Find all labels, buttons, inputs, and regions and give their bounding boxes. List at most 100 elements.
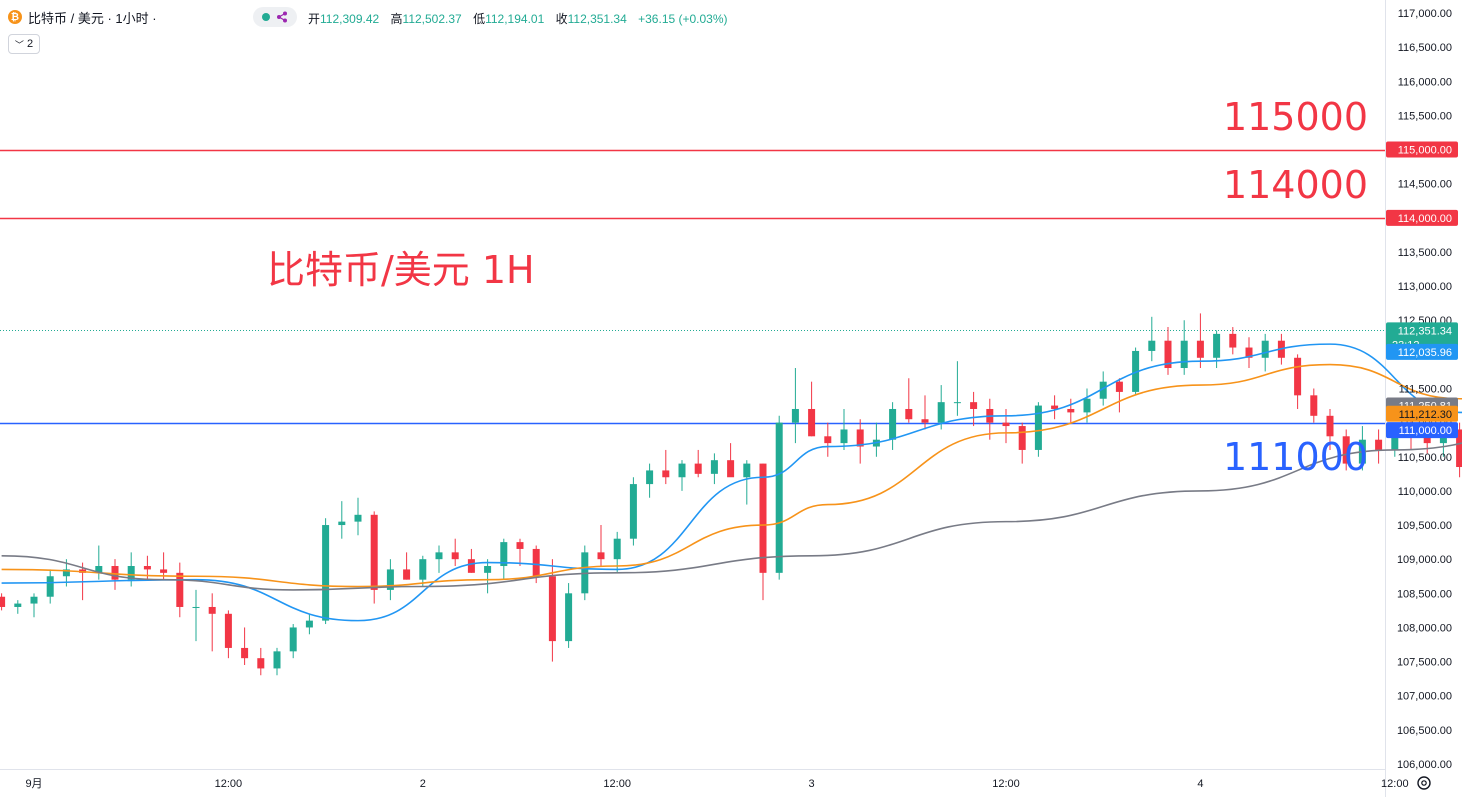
tag-ma-blue: 112,035.96 [1398,347,1452,359]
candle-body [1423,436,1431,444]
price-tick-label: 106,500.00 [1397,725,1452,737]
time-tick-label: 9月 [25,778,42,790]
tag-114000: 114,000.00 [1398,213,1452,225]
time-tick-label: 4 [1197,778,1203,790]
candle-body [1018,426,1026,450]
candle-body [678,463,686,478]
tag-115000-bg [1386,141,1458,158]
share-icon [277,11,287,23]
price-tick-label: 106,000.00 [1397,759,1452,771]
price-tick-label: 111,500.00 [1399,384,1452,396]
time-tick-label: 3 [809,778,815,790]
ma-line [1,363,1462,588]
candle-body [1456,429,1462,468]
status-pill[interactable] [253,7,297,27]
tag-last-price: 112,351.34 [1398,325,1452,337]
candle-body [273,651,281,669]
candle-body [1245,347,1253,358]
candle-body [1326,415,1334,437]
price-tick-label: 110,000.00 [1398,486,1452,498]
price-tick-label: 108,500.00 [1397,588,1452,600]
candle-body [565,593,573,642]
price-axis[interactable]: 117,000.00 116,500.00 116,000.00 115,500.00… [1397,8,1452,771]
candle-body [435,552,443,560]
low-label: 低 [473,12,486,26]
time-tick-label: 12:00 [1381,778,1409,790]
candle-body [354,514,362,522]
candle-body [467,559,475,573]
level-label-111000[interactable]: 111000 [1223,435,1368,479]
chevron-down-icon: ﹀ [14,39,24,50]
candle-body [1034,405,1042,450]
price-tick-label: 108,000.00 [1397,622,1452,634]
candle-body [143,566,151,570]
price-tick-label: 114,500.00 [1398,179,1452,191]
price-tick-label: 110,500.00 [1398,452,1452,464]
candle-body [646,470,654,485]
candle-body [953,402,961,404]
candle-body [1310,395,1318,416]
change-value: +36.15 (+0.03%) [638,12,728,26]
candle-body [241,647,249,659]
candle-body [516,542,524,549]
candle-body [1002,422,1010,427]
bitcoin-icon: ₿ [8,10,22,24]
candle-body [613,538,621,560]
candle-body [905,408,913,420]
time-tick-label: 12:00 [215,778,243,790]
candle-body [629,484,637,539]
candle-body [127,566,135,580]
candle-body [1294,357,1302,396]
candle-body [484,566,492,573]
price-tick-label: 113,000.00 [1398,281,1452,293]
symbol-title[interactable]: 比特币 / 美元 · 1小时 · [28,10,157,26]
level-label-114000[interactable]: 114000 [1223,163,1368,207]
candle-body [1391,429,1399,450]
price-tick-label: 107,000.00 [1397,691,1452,703]
candle-body [1115,381,1123,392]
price-tick-label: 109,000.00 [1397,554,1452,566]
candle-body [322,525,330,621]
tag-111000: 111,000.00 [1399,425,1452,437]
indicators-toggle-button[interactable]: ﹀ 2 [8,34,40,54]
candle-body [1132,350,1140,392]
pair-label-annotation[interactable]: 比特币/美元 1H [267,248,535,292]
candle-body [775,422,783,573]
candle-body [597,552,605,560]
candle-body [1375,439,1383,450]
candle-body [710,460,718,474]
candle-body [95,566,103,573]
price-tick-label: 115,500.00 [1398,110,1452,122]
candle-body [937,402,945,423]
candle-body [338,521,346,526]
candle-body [386,569,394,590]
tag-ma-blue-bg [1386,343,1458,360]
candle-body [791,408,799,423]
horizontal-levels[interactable] [0,149,1385,425]
candle-body [403,569,411,580]
candle-body [840,429,848,444]
time-axis[interactable]: 9月12:00212:00312:00412:00512:00612:00712… [25,778,1462,790]
price-tick-label: 117,000.00 [1398,8,1452,20]
chart-header[interactable]: ₿ 比特币 / 美元 · 1小时 · [8,6,157,28]
gear-icon[interactable] [1417,776,1431,790]
candle-body [808,408,816,437]
price-tick-label: 116,000.00 [1398,76,1452,88]
candle-body [1196,340,1204,358]
candle-body [548,576,556,642]
moving-averages [1,343,1462,622]
candle-body [305,620,313,628]
candle-body [62,569,70,577]
candle-body [30,596,38,604]
candle-body [1164,340,1172,369]
level-label-115000[interactable]: 115000 [1223,95,1368,139]
ma-line [1,343,1462,622]
candle-body [759,463,767,573]
market-open-icon [262,13,270,21]
candle-body [1180,340,1188,369]
candle-body [532,548,540,577]
candle-body [46,576,54,597]
close-value: 112,351.34 [567,12,627,26]
tag-115000: 115,000.00 [1398,145,1452,157]
